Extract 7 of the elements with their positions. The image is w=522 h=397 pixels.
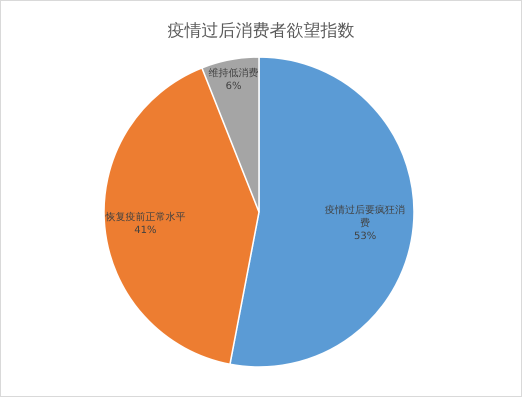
data-label: 53% <box>354 231 376 242</box>
data-label: 41% <box>134 225 157 236</box>
data-label: 6% <box>226 81 242 92</box>
chart-title: 疫情过后消费者欲望指数 <box>168 21 354 41</box>
slice-label: 维持低消费 <box>208 67 259 80</box>
slice-label: 疫情过后要疯狂消费 <box>325 204 406 230</box>
slice-label: 恢复疫前正常水平 <box>104 211 186 224</box>
